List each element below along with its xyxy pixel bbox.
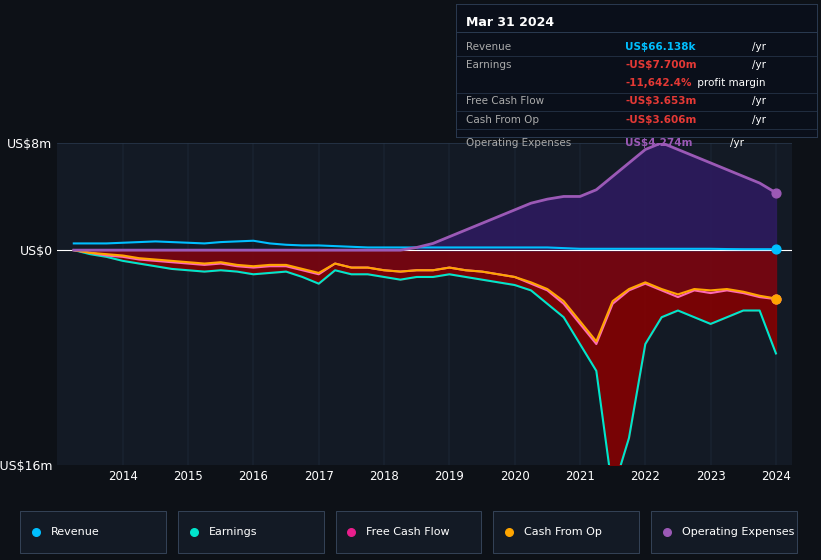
Text: US$66.138k: US$66.138k: [626, 41, 696, 52]
Text: /yr: /yr: [752, 41, 766, 52]
Text: US$4.274m: US$4.274m: [626, 138, 693, 147]
FancyBboxPatch shape: [336, 511, 481, 553]
Text: Free Cash Flow: Free Cash Flow: [366, 527, 450, 537]
Point: [502, 528, 516, 536]
FancyBboxPatch shape: [178, 511, 323, 553]
Text: /yr: /yr: [752, 60, 766, 70]
Text: -US$3.653m: -US$3.653m: [626, 96, 697, 106]
Text: /yr: /yr: [752, 96, 766, 106]
Text: Earnings: Earnings: [209, 527, 257, 537]
FancyBboxPatch shape: [651, 511, 796, 553]
FancyBboxPatch shape: [21, 511, 166, 553]
Text: profit margin: profit margin: [694, 77, 765, 87]
Point: [769, 245, 782, 254]
Point: [769, 188, 782, 197]
Point: [660, 528, 673, 536]
Point: [30, 528, 43, 536]
Text: Cash From Op: Cash From Op: [466, 115, 539, 125]
Text: Revenue: Revenue: [466, 41, 511, 52]
Point: [769, 295, 782, 304]
Text: Free Cash Flow: Free Cash Flow: [466, 96, 544, 106]
Text: /yr: /yr: [752, 115, 766, 125]
Text: Operating Expenses: Operating Expenses: [466, 138, 571, 147]
Text: -11,642.4%: -11,642.4%: [626, 77, 692, 87]
Text: Mar 31 2024: Mar 31 2024: [466, 16, 555, 29]
Point: [769, 294, 782, 303]
Text: Earnings: Earnings: [466, 60, 512, 70]
FancyBboxPatch shape: [493, 511, 639, 553]
Text: -US$7.700m: -US$7.700m: [626, 60, 697, 70]
Text: Operating Expenses: Operating Expenses: [681, 527, 794, 537]
Text: Revenue: Revenue: [51, 527, 100, 537]
Point: [187, 528, 200, 536]
Text: -US$3.606m: -US$3.606m: [626, 115, 697, 125]
Point: [345, 528, 358, 536]
Text: /yr: /yr: [730, 138, 744, 147]
Text: Cash From Op: Cash From Op: [524, 527, 602, 537]
